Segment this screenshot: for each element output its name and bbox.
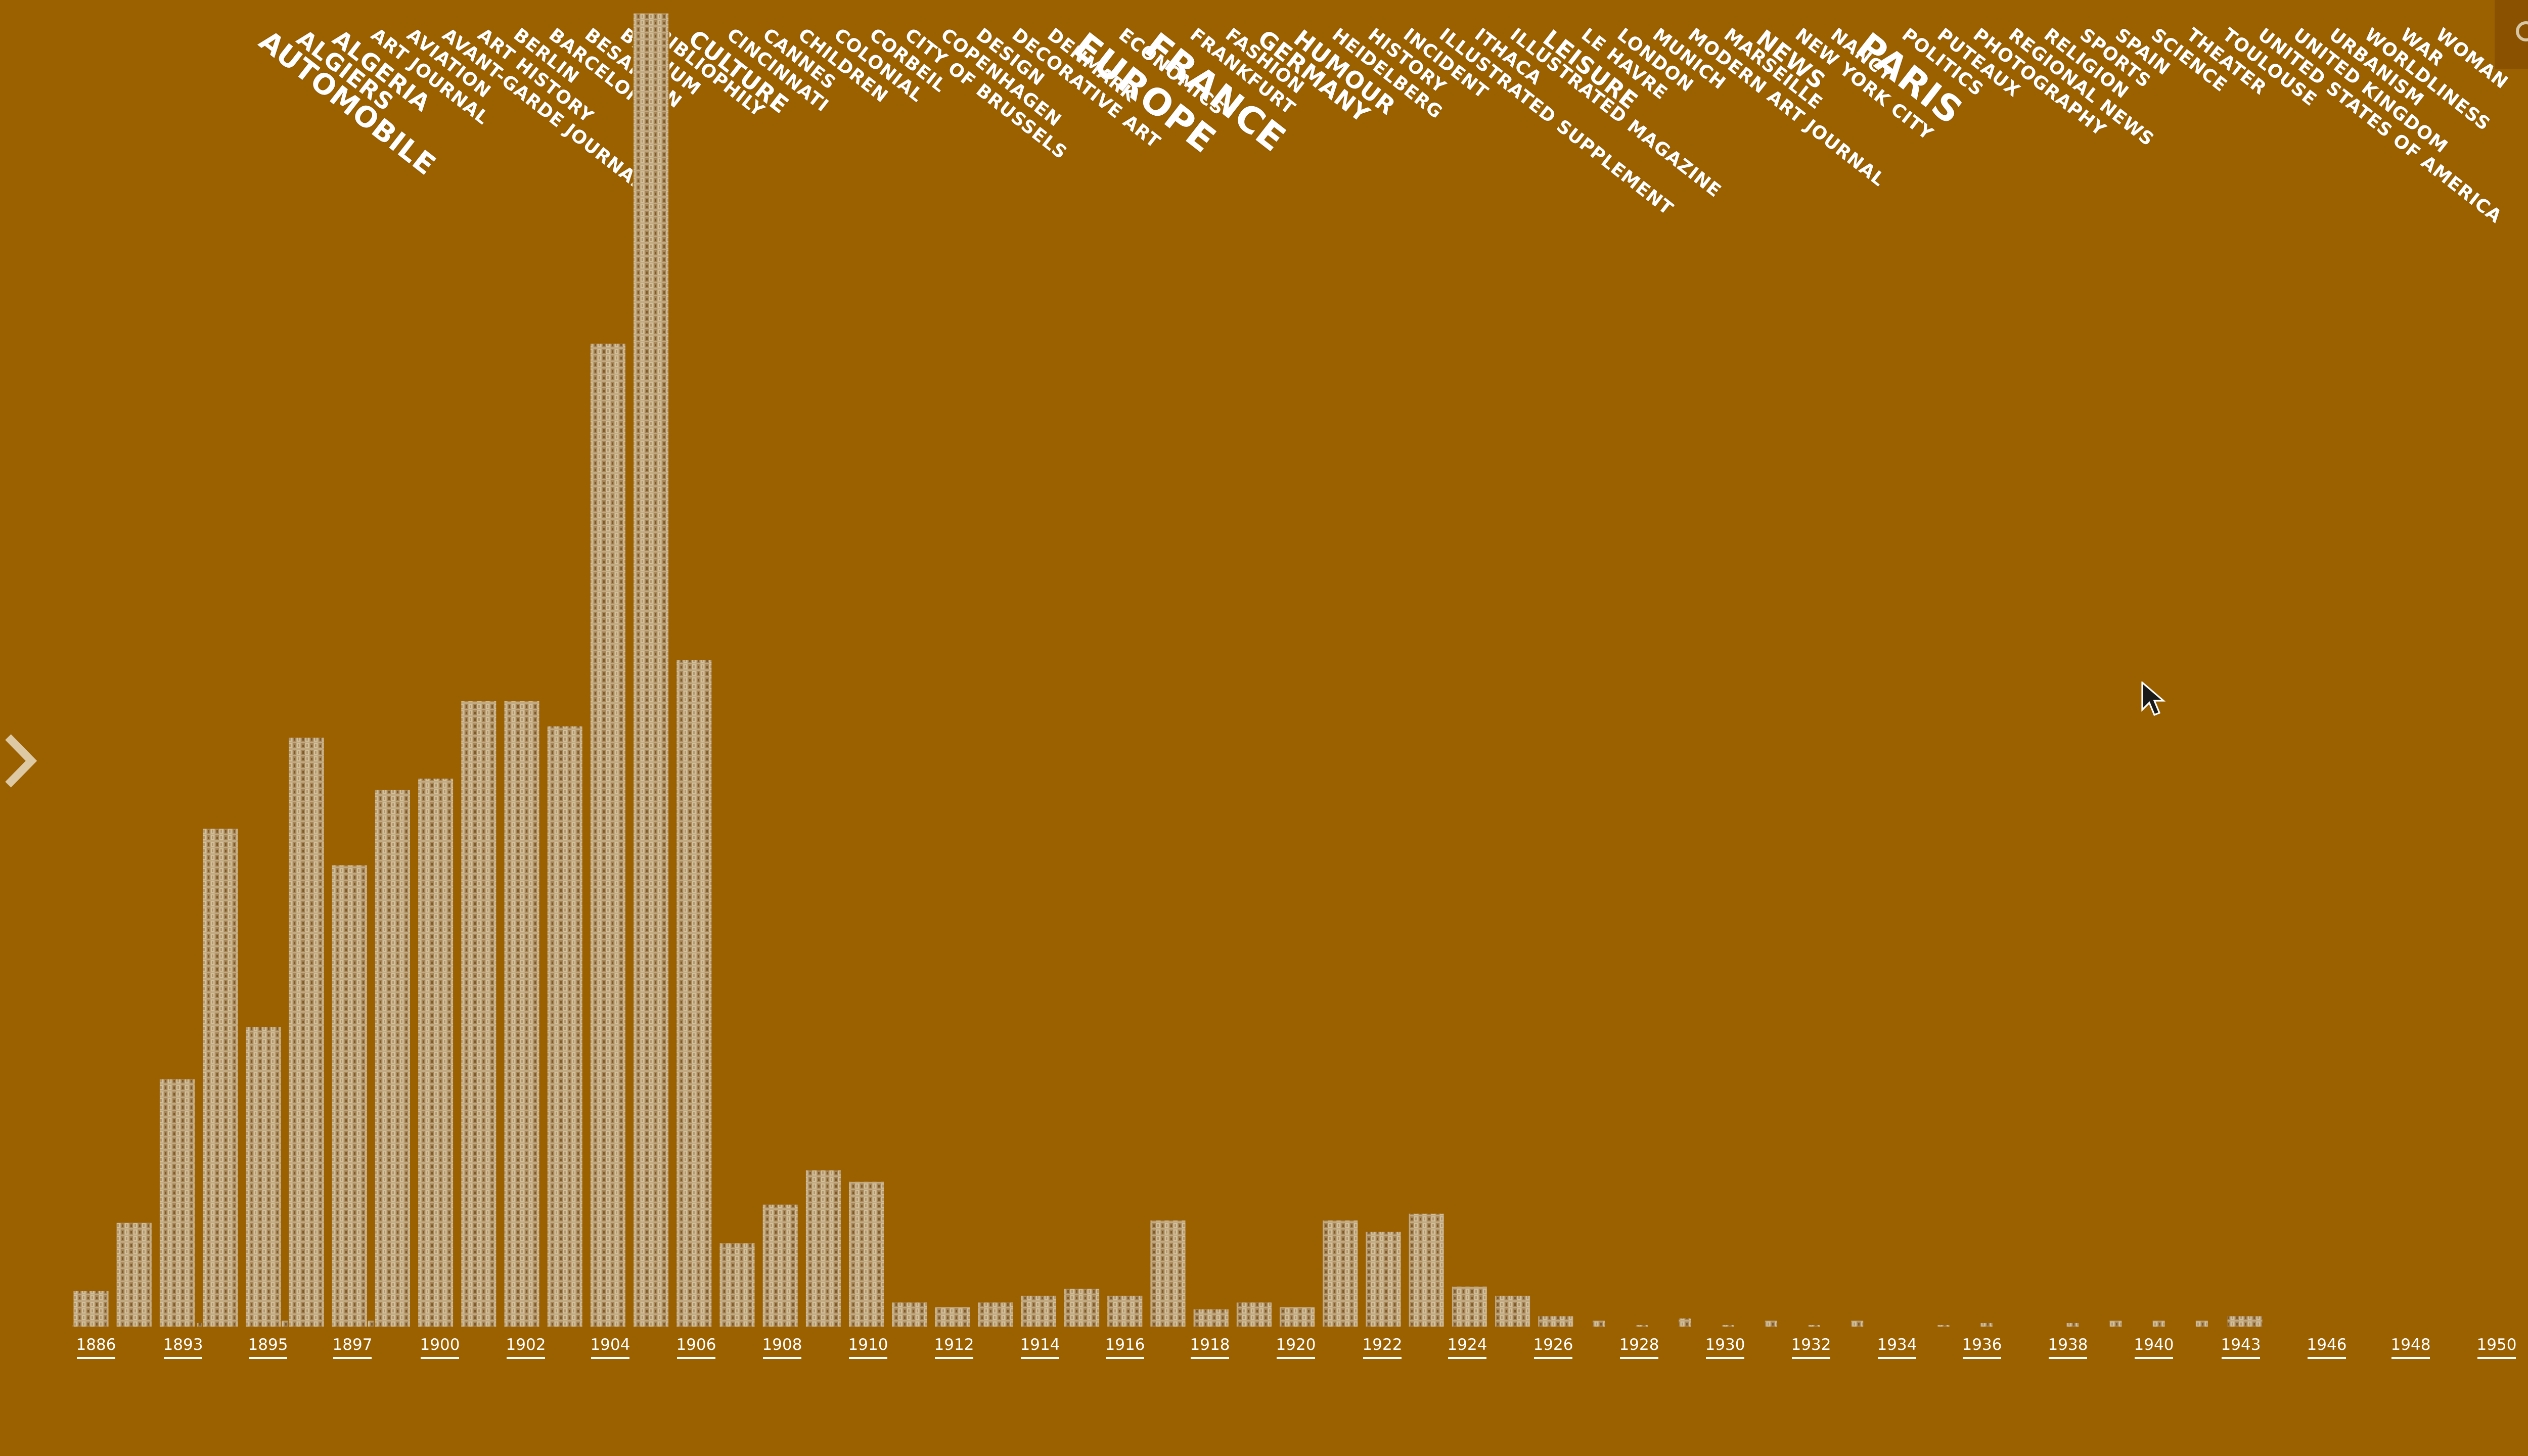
mouse-pointer-icon [2141,681,2165,716]
bar-1923[interactable] [1063,1288,1101,1328]
x-tick-label[interactable]: 1902 [506,1336,546,1354]
bar-1916[interactable] [761,1203,799,1328]
bar-1900[interactable] [72,1290,110,1328]
bar-1940[interactable] [1807,1324,1821,1328]
bar-1944[interactable] [1979,1322,1994,1328]
bar-1907[interactable] [374,789,411,1328]
x-tick-label[interactable]: 1928 [1619,1336,1659,1354]
bar-1915[interactable] [718,1242,756,1328]
bar-1903[interactable] [202,828,239,1328]
x-tick-label[interactable]: 1932 [1791,1336,1831,1354]
bar-1920[interactable] [934,1306,971,1328]
bar-1925[interactable] [1149,1219,1187,1328]
bar-1911[interactable] [546,725,583,1328]
bar-1926[interactable] [1192,1308,1230,1328]
bar-1934[interactable] [1537,1315,1574,1328]
bar-1906[interactable] [331,864,368,1328]
x-tick-label[interactable]: 1895 [248,1336,288,1354]
bar-1948[interactable] [2151,1320,2166,1328]
bar-1931[interactable] [1408,1212,1445,1328]
x-tick-label[interactable]: 1906 [676,1336,716,1354]
bar-1932[interactable] [1451,1285,1488,1328]
bar-1924[interactable] [1106,1294,1144,1328]
bar-1921[interactable] [977,1301,1014,1328]
bar-1933[interactable] [1494,1294,1531,1328]
x-tick-label[interactable]: 1940 [2134,1336,2174,1354]
x-tick-label[interactable]: 1886 [76,1336,116,1354]
bar-1910[interactable] [503,700,540,1328]
next-arrow-button[interactable] [0,728,46,794]
bar-1914[interactable] [675,659,713,1328]
x-tick-label[interactable]: 1946 [2307,1336,2347,1354]
x-tick-label[interactable]: 1912 [934,1336,974,1354]
x-tick-label[interactable]: 1943 [2221,1336,2261,1354]
bar-group [71,12,2264,1328]
x-tick-label[interactable]: 1936 [1962,1336,2002,1354]
x-tick-label[interactable]: 1897 [333,1336,373,1354]
bar-1919[interactable] [891,1301,928,1328]
x-tick-label[interactable]: 1930 [1705,1336,1745,1354]
bar-1912[interactable] [589,342,626,1328]
bar-1949[interactable] [2194,1320,2209,1328]
x-tick-label[interactable]: 1922 [1363,1336,1403,1354]
bar-1938[interactable] [1721,1324,1735,1328]
bar-1904[interactable] [245,1026,282,1328]
x-tick-label[interactable]: 1908 [762,1336,802,1354]
bar-1929[interactable] [1322,1219,1359,1328]
bar-1939[interactable] [1764,1320,1778,1328]
x-tick-label[interactable]: 1926 [1533,1336,1573,1354]
bar-1946[interactable] [2065,1322,2080,1328]
bar-1902[interactable] [158,1078,196,1328]
bar-1950[interactable] [2226,1315,2264,1328]
bar-1901[interactable] [115,1221,153,1328]
search-button[interactable] [2495,0,2528,69]
bar-1909[interactable] [460,700,498,1328]
bar-1941[interactable] [1850,1320,1865,1328]
x-tick-label[interactable]: 1918 [1190,1336,1230,1354]
x-tick-label[interactable]: 1914 [1020,1336,1060,1354]
bar-1922[interactable] [1020,1294,1057,1328]
bar-1905[interactable] [288,737,325,1328]
x-tick-label[interactable]: 1938 [2048,1336,2088,1354]
x-tick-label[interactable]: 1910 [848,1336,888,1354]
bar-1947[interactable] [2108,1320,2123,1328]
bar-1936[interactable] [1635,1324,1649,1328]
x-tick-label[interactable]: 1920 [1276,1336,1316,1354]
bar-1917[interactable] [804,1169,842,1328]
x-tick-label[interactable]: 1916 [1105,1336,1145,1354]
bar-1935[interactable] [1592,1320,1606,1328]
bar-1927[interactable] [1235,1301,1273,1328]
x-tick-label[interactable]: 1934 [1877,1336,1917,1354]
x-tick-label[interactable]: 1924 [1448,1336,1487,1354]
x-tick-label[interactable]: 1950 [2477,1336,2517,1354]
bar-1930[interactable] [1365,1231,1402,1328]
chevron-right-icon [5,734,37,788]
bar-1918[interactable] [848,1180,885,1328]
x-tick-label[interactable]: 1900 [420,1336,460,1354]
bar-1913[interactable] [633,12,670,1328]
x-tick-label[interactable]: 1904 [591,1336,630,1354]
search-icon [2516,21,2528,41]
bar-1928[interactable] [1279,1306,1316,1328]
bar-1908[interactable] [417,778,455,1328]
x-axis-ticks: 1886 1893 1895 1897 1900 1902 1904 1906 1908 1910… [76,1336,2517,1359]
bar-1943[interactable] [1936,1324,1951,1328]
x-tick-label[interactable]: 1948 [2391,1336,2431,1354]
x-tick-label[interactable]: 1893 [163,1336,203,1354]
bar-1937[interactable] [1678,1317,1692,1328]
